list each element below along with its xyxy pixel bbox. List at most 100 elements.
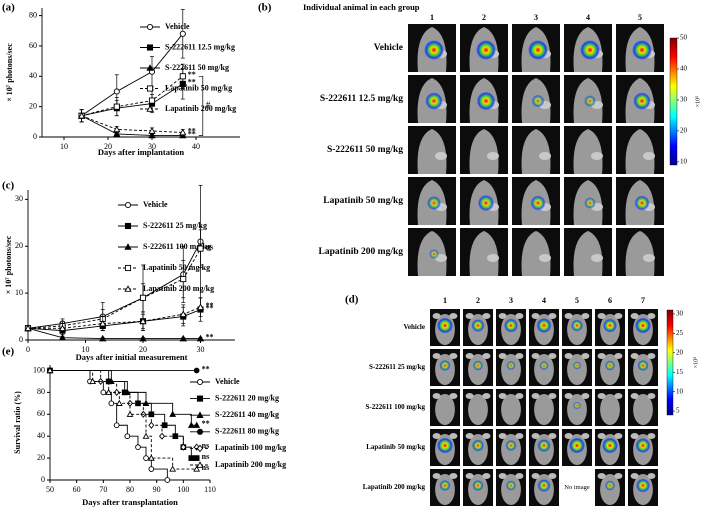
mouse-ear [647,313,656,319]
marker [148,131,156,139]
mouse-ear [647,433,656,439]
mouse-head [633,393,653,426]
marker [143,455,149,461]
legend-marker [124,285,132,292]
mouse-limb [591,152,603,160]
marker [148,466,155,472]
mouse-ear [515,353,524,359]
mouse-ear [482,473,491,479]
column-label: 1 [430,13,434,22]
y-tick-label: 100 [33,365,45,374]
marker [113,130,121,137]
signal-blob [476,91,496,111]
x-tick-label: 70 [99,485,107,494]
mouse-ear [614,473,623,479]
mouse-ear [597,353,606,359]
marker [193,455,200,461]
signal-blob [439,359,451,372]
mouse-limb [487,254,499,262]
mouse-ear [564,353,573,359]
marker [179,310,187,318]
legend-marker [196,378,204,386]
y-tick-label: 10 [15,288,23,297]
marker [113,125,121,133]
signal-blob [472,479,484,492]
x-tick-label: 20 [139,345,147,354]
legend-marker [196,444,204,453]
mouse-ear [449,313,458,319]
mouse-body [469,231,499,276]
colorbar-tick-label: 20 [680,127,688,135]
marker [58,324,67,332]
mouse-ear [515,433,524,439]
marker [142,399,150,406]
x-tick-label: 30 [148,142,156,151]
y-tick-label: 80 [37,387,45,396]
signal-blob [635,478,651,493]
marker [148,127,156,134]
significance: ** [206,303,214,312]
signal-blob [580,40,600,60]
legend-label: Lapatinib 200 mg/kg [143,284,214,293]
column-label: 2 [476,296,480,305]
mouse-body [521,129,551,174]
y-tick-label: 40 [37,431,45,440]
marker [148,97,156,104]
legend-label: Vehicle [143,200,168,209]
row-label: S-222611 25 mg/kg [369,363,426,371]
row-label: S-222611 12.5 mg/kg [320,94,403,104]
signal-blob [425,92,443,110]
marker [58,333,67,341]
y-tick-label: 30 [15,194,23,203]
bracket-label: # [206,100,211,110]
x-tick-label: 10 [82,345,90,354]
legend-label: Lapatinib 50 mg/kg [165,83,232,92]
mouse-limb [539,254,551,262]
signal-blob [572,361,582,370]
signal-blob [531,94,545,108]
marker [179,128,187,136]
legend-marker [146,85,154,92]
colorbar [669,37,678,166]
mouse-ear [564,393,573,399]
marker [139,317,147,325]
signal-blob [635,317,651,334]
column-label: 1 [443,296,447,305]
marker [113,88,120,95]
signal-blob [505,480,517,491]
legend-marker [196,411,204,418]
series-line [81,83,184,117]
x-tick-label: 110 [204,485,216,494]
marker [179,334,187,342]
mouse-ear [614,433,623,439]
legend-label: S-222611 100 mg/kg [143,242,211,251]
mouse-ear [531,353,540,359]
survival-curve [50,370,197,470]
series-line [81,115,183,133]
column-label: 3 [509,296,513,305]
significance: ** [188,70,196,79]
series-line [27,248,201,329]
mouse-ear [498,393,507,399]
legend-marker [146,44,154,51]
x-tick-label: 40 [192,142,200,151]
signal-blob [536,317,552,334]
signal-blob [427,196,441,210]
mouse-body [625,231,655,276]
marker [24,324,32,332]
signal-blob [573,401,581,410]
y-tick-label: 0 [41,475,45,484]
marker [126,410,134,417]
mouse-head [501,393,521,426]
y-tick-label: 60 [37,409,45,418]
column-label: 4 [542,296,546,305]
legend-label: Lapatinib 200 mg/kg [165,104,236,113]
signal-blob [539,360,549,371]
significance: ** [188,78,196,87]
marker [108,400,115,407]
mouse-ear [564,433,573,439]
colorbar-tick-label: 20 [676,348,684,356]
mouse-head [567,393,587,426]
row-label: Lapatinib 50 mg/kg [366,443,425,451]
legend-marker [124,201,132,209]
